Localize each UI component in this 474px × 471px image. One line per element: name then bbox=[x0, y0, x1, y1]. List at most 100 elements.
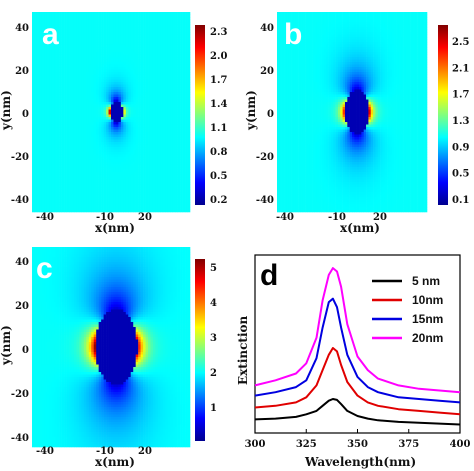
heatmap-cell bbox=[106, 27, 109, 30]
heatmap-cell bbox=[96, 107, 99, 110]
heatmap-cell bbox=[145, 197, 149, 200]
heatmap-cell bbox=[71, 69, 75, 73]
heatmap-cell bbox=[101, 174, 104, 178]
heatmap-cell bbox=[125, 79, 129, 83]
heatmap-cell bbox=[69, 19, 72, 23]
heatmap-cell bbox=[115, 97, 119, 100]
heatmap-cell bbox=[111, 162, 114, 165]
heatmap-cell bbox=[66, 147, 70, 150]
heatmap-cell bbox=[76, 149, 80, 153]
heatmap-cell bbox=[98, 72, 102, 75]
heatmap-cell bbox=[49, 19, 53, 23]
heatmap-cell bbox=[108, 12, 112, 15]
heatmap-cell bbox=[118, 72, 122, 75]
heatmap-cell bbox=[157, 77, 161, 80]
heatmap-cell bbox=[115, 122, 119, 125]
heatmap-cell bbox=[143, 17, 146, 20]
heatmap-cell bbox=[118, 202, 122, 205]
heatmap-cell bbox=[108, 69, 112, 73]
heatmap-cell bbox=[101, 134, 104, 138]
heatmap-cell bbox=[125, 57, 129, 60]
heatmap-cell bbox=[103, 42, 107, 45]
heatmap-cell bbox=[125, 182, 129, 185]
heatmap-cell bbox=[111, 172, 114, 175]
heatmap-cell bbox=[125, 117, 129, 120]
heatmap-cell bbox=[180, 182, 183, 185]
heatmap-cell bbox=[128, 139, 132, 143]
heatmap-cell bbox=[177, 109, 181, 113]
heatmap-cell bbox=[78, 189, 82, 193]
heatmap-cell bbox=[39, 64, 43, 68]
heatmap-cell bbox=[140, 159, 144, 163]
heatmap-cell bbox=[175, 74, 178, 78]
heatmap-cell bbox=[182, 37, 186, 40]
heatmap-cell bbox=[73, 144, 77, 148]
heatmap-cell bbox=[170, 119, 174, 123]
heatmap-cell bbox=[108, 104, 112, 108]
heatmap-cell bbox=[148, 137, 151, 140]
heatmap-cell bbox=[83, 79, 87, 83]
heatmap-cell bbox=[103, 37, 107, 40]
heatmap-cell bbox=[93, 99, 97, 103]
heatmap-cell bbox=[51, 64, 55, 68]
heatmap-cell bbox=[106, 99, 109, 103]
heatmap-cell bbox=[152, 37, 156, 40]
heatmap-cell bbox=[157, 57, 161, 60]
heatmap-cell bbox=[83, 19, 87, 23]
heatmap-cell bbox=[162, 19, 166, 23]
heatmap-cell bbox=[76, 122, 80, 125]
heatmap-cell bbox=[66, 194, 70, 198]
heatmap-cell bbox=[165, 154, 169, 158]
heatmap-cell bbox=[36, 169, 40, 173]
heatmap-cell bbox=[101, 22, 104, 25]
heatmap-cell bbox=[108, 49, 112, 53]
heatmap-cell bbox=[143, 182, 146, 185]
heatmap-cell bbox=[138, 197, 141, 200]
heatmap-cell bbox=[115, 157, 119, 160]
heatmap-cell bbox=[118, 197, 122, 200]
heatmap-cell bbox=[44, 54, 48, 58]
heatmap-cell bbox=[118, 69, 122, 73]
heatmap-cell bbox=[83, 192, 87, 195]
heatmap-cell bbox=[160, 192, 164, 195]
heatmap-cell bbox=[98, 107, 102, 110]
heatmap-cell bbox=[140, 109, 144, 113]
heatmap-cell bbox=[106, 179, 109, 183]
heatmap-cell bbox=[123, 147, 127, 150]
heatmap-cell bbox=[113, 204, 117, 208]
heatmap-cell bbox=[128, 174, 132, 178]
heatmap-cell bbox=[108, 184, 112, 188]
heatmap-cell bbox=[51, 104, 55, 108]
heatmap-cell bbox=[61, 119, 65, 123]
heatmap-cell bbox=[182, 129, 186, 133]
heatmap-cell bbox=[36, 179, 40, 183]
heatmap-cell bbox=[120, 94, 124, 98]
heatmap-cell bbox=[140, 162, 144, 165]
heatmap-cell bbox=[157, 194, 161, 198]
heatmap-cell bbox=[44, 109, 48, 113]
heatmap-cell bbox=[41, 189, 45, 193]
heatmap-cell bbox=[148, 62, 151, 65]
heatmap-cell bbox=[167, 112, 171, 115]
heatmap-cell bbox=[78, 57, 82, 60]
heatmap-cell bbox=[125, 197, 129, 200]
heatmap-cell bbox=[165, 59, 169, 63]
heatmap-cell bbox=[71, 19, 75, 23]
heatmap-cell bbox=[125, 39, 129, 43]
heatmap-cell bbox=[180, 54, 183, 58]
heatmap-cell bbox=[120, 67, 124, 70]
heatmap-cell bbox=[152, 132, 156, 135]
heatmap-cell bbox=[140, 94, 144, 98]
heatmap-cell bbox=[175, 89, 178, 93]
heatmap-cell bbox=[98, 172, 102, 175]
heatmap-cell bbox=[32, 29, 35, 33]
heatmap-cell bbox=[78, 137, 82, 140]
heatmap-cell bbox=[187, 22, 191, 25]
heatmap-cell bbox=[96, 89, 99, 93]
heatmap-cell bbox=[111, 57, 114, 60]
heatmap-cell bbox=[91, 24, 95, 28]
heatmap-cell bbox=[108, 197, 112, 200]
heatmap-cell bbox=[150, 142, 154, 145]
heatmap-cell bbox=[133, 154, 136, 158]
heatmap-cell bbox=[98, 94, 102, 98]
